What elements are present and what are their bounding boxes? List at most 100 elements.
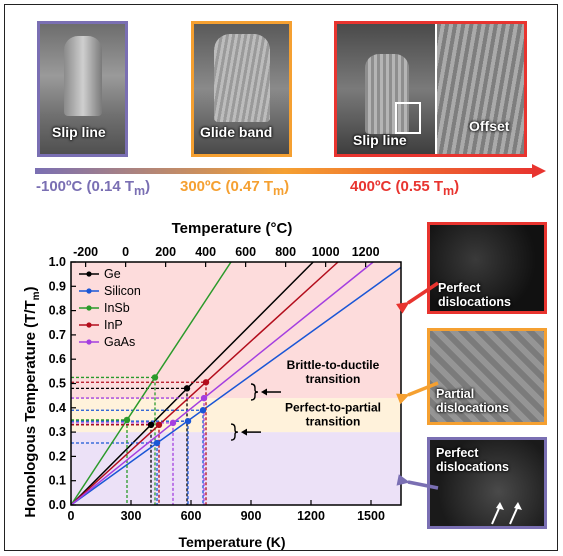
y-tick-label: 0.8 bbox=[49, 304, 66, 318]
tem-label: Perfect dislocations bbox=[438, 281, 511, 309]
series-lines bbox=[70, 261, 402, 506]
x2-tick-label: 1000 bbox=[312, 245, 340, 259]
x2-tick-label: 600 bbox=[235, 245, 256, 259]
temp-sub: m bbox=[443, 184, 455, 198]
temp-sub: m bbox=[134, 184, 146, 198]
zoom-inset bbox=[435, 24, 524, 154]
annotations: Brittle-to-ductile transitionPerfect-to-p… bbox=[230, 358, 381, 441]
series-line bbox=[70, 266, 402, 506]
temp-sub: m bbox=[273, 184, 285, 198]
legend-marker bbox=[86, 322, 92, 328]
temp-tail: ) bbox=[284, 178, 290, 195]
x-axis-title: Temperature (K) bbox=[178, 534, 285, 550]
x2-tick-label: 200 bbox=[155, 245, 176, 259]
figure-frame bbox=[4, 4, 558, 551]
x-tick-label: 0 bbox=[68, 509, 75, 523]
x-tick-label: 600 bbox=[181, 509, 202, 523]
x2-tick-label: -200 bbox=[73, 245, 98, 259]
data-point bbox=[183, 385, 191, 392]
x-tick-label: 900 bbox=[241, 509, 262, 523]
tem-mid-temp: Partial dislocations bbox=[427, 328, 547, 425]
tem-low-temp: Perfect dislocations bbox=[427, 437, 547, 529]
legend-label: Ge bbox=[104, 267, 121, 281]
y-tick-label: 0.9 bbox=[49, 279, 66, 293]
data-point bbox=[147, 421, 155, 429]
pillar-shape bbox=[64, 36, 102, 116]
annotation-text: Perfect-to-partial bbox=[285, 401, 381, 415]
micrograph-300c: Glide band bbox=[191, 21, 292, 157]
tem-label: Partial dislocations bbox=[436, 387, 509, 415]
tem-high-temp: Perfect dislocations bbox=[427, 222, 547, 314]
tem-label-line: Perfect bbox=[438, 281, 481, 295]
data-point bbox=[151, 374, 159, 381]
pillar-shape bbox=[214, 34, 270, 122]
band bbox=[71, 432, 401, 505]
temp-text: 400ºC (0.55 T bbox=[350, 178, 444, 195]
legend-label: Silicon bbox=[104, 284, 141, 298]
y-tick-label: 0.4 bbox=[49, 401, 66, 415]
annotation-text: Brittle-to-ductile bbox=[287, 358, 380, 372]
annotation-text: transition bbox=[306, 415, 361, 429]
micrograph-label: Slip line bbox=[52, 124, 106, 140]
y-tick-label: 0.7 bbox=[49, 328, 66, 342]
data-point bbox=[155, 421, 163, 429]
legend-marker bbox=[86, 305, 92, 311]
x-tick-label: 1500 bbox=[357, 509, 385, 523]
tem-label-line: dislocations bbox=[436, 401, 509, 415]
brace bbox=[250, 383, 259, 401]
legend-marker bbox=[86, 288, 92, 294]
data-point bbox=[153, 439, 161, 447]
legend-marker bbox=[86, 339, 92, 345]
data-point bbox=[199, 407, 207, 414]
tem-label-line: dislocations bbox=[436, 460, 509, 474]
brace-arrowhead bbox=[241, 428, 247, 436]
legend-label: GaAs bbox=[104, 335, 135, 349]
legend-label: InP bbox=[104, 318, 123, 332]
y-axis-title-tail: ) bbox=[22, 286, 39, 291]
y-tick-label: 0.1 bbox=[49, 474, 66, 488]
y-tick-label: 0.0 bbox=[49, 498, 66, 512]
x-tick-label: 300 bbox=[121, 509, 142, 523]
micrograph-label: Offset bbox=[469, 118, 510, 134]
x-tick-label: 1200 bbox=[297, 509, 325, 523]
pillar-shape bbox=[365, 54, 409, 134]
data-point bbox=[202, 379, 210, 386]
zoom-box bbox=[395, 102, 421, 134]
brace-arrowhead bbox=[261, 388, 267, 396]
temp-label-minus100c: -100ºC (0.14 Tm) bbox=[36, 178, 150, 198]
brace bbox=[230, 423, 239, 441]
series-line bbox=[70, 261, 314, 506]
temp-text: 300ºC (0.47 T bbox=[180, 178, 274, 195]
x2-tick-label: 1200 bbox=[352, 245, 380, 259]
y-tick-label: 1.0 bbox=[49, 255, 66, 269]
band bbox=[71, 398, 401, 433]
tem-label-line: Perfect bbox=[436, 446, 479, 460]
x2-axis-title: Temperature (°C) bbox=[172, 220, 293, 237]
legend: Ge Silicon InSb InP GaAs bbox=[79, 267, 141, 349]
legend-marker bbox=[86, 271, 92, 277]
temp-text: -100ºC (0.14 T bbox=[36, 178, 135, 195]
y-axis-title-sub: m bbox=[31, 291, 42, 300]
micrograph-400c: Slip line Offset bbox=[334, 21, 527, 157]
data-point bbox=[200, 394, 208, 402]
temp-label-300c: 300ºC (0.47 Tm) bbox=[180, 178, 289, 198]
temp-tail: ) bbox=[454, 178, 460, 195]
micrograph-label: Slip line bbox=[353, 132, 407, 148]
y-tick-label: 0.5 bbox=[49, 377, 66, 391]
temp-tail: ) bbox=[145, 178, 151, 195]
micrograph-minus100c: Slip line bbox=[37, 21, 128, 157]
homologous-temperature-chart: 0 300 600 900 1200 1500 -200 0 200 400 600 800 1000 1… bbox=[22, 220, 402, 550]
x2-tick-label: 400 bbox=[195, 245, 216, 259]
tem-label-line: Partial bbox=[436, 387, 475, 401]
legend-label: InSb bbox=[104, 301, 130, 315]
x2-tick-label: 0 bbox=[122, 245, 129, 259]
temp-label-400c: 400ºC (0.55 Tm) bbox=[350, 178, 459, 198]
temperature-arrow bbox=[35, 164, 546, 178]
data-point bbox=[169, 419, 177, 427]
tem-label: Perfect dislocations bbox=[436, 446, 509, 474]
data-point bbox=[184, 417, 192, 425]
y-axis-title: Homologous Temperature (T/Tm) bbox=[22, 286, 42, 517]
axis-ticks: 0 300 600 900 1200 1500 -200 0 200 400 600 800 1000 1… bbox=[49, 245, 385, 523]
data-point bbox=[123, 416, 131, 424]
series-markers bbox=[123, 374, 210, 447]
